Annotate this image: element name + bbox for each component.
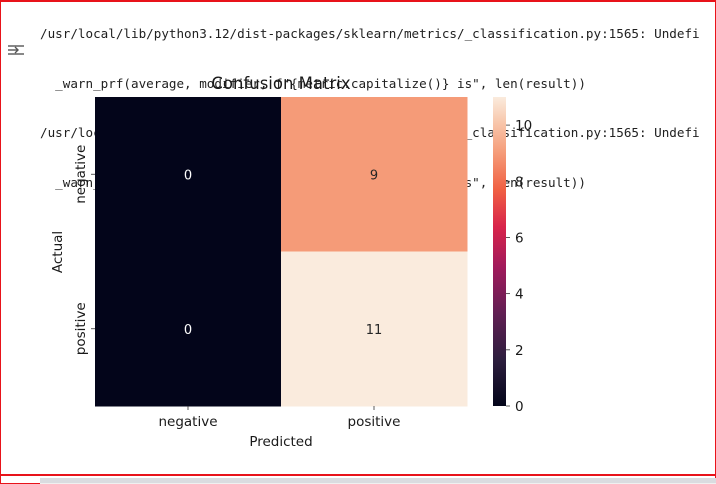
heatmap-cell <box>281 97 468 252</box>
y-axis-label: Actual <box>50 231 66 273</box>
x-tick-label: negative <box>158 414 217 430</box>
colorbar-tick-label: 6 <box>515 230 524 246</box>
colorbar-tick-label: 2 <box>515 343 524 359</box>
frame-top-line <box>0 0 716 2</box>
colorbar-tick-label: 8 <box>515 174 524 190</box>
chart-title: Confusion Matrix <box>211 74 351 93</box>
log-line: /usr/local/lib/python3.12/dist-packages/… <box>40 26 700 41</box>
cell-annotation: 0 <box>184 168 192 183</box>
heatmap-cell <box>281 251 468 407</box>
frame-bottom-line <box>0 474 716 476</box>
cell-annotation: 11 <box>366 323 383 338</box>
x-axis-label: Predicted <box>249 434 312 450</box>
x-tick-label: positive <box>348 414 401 430</box>
log-line: _warn_prf(average, modifier, f"{metric.c… <box>40 75 586 91</box>
heatmap-cell <box>95 97 282 252</box>
output-toggle-icon[interactable] <box>6 40 26 60</box>
cell-annotation: 0 <box>184 323 192 338</box>
horizontal-scrollbar-thumb[interactable] <box>40 478 716 483</box>
y-tick-label: negative <box>73 145 89 204</box>
colorbar-tick-label: 4 <box>515 287 524 303</box>
colorbar <box>493 97 506 406</box>
cell-annotation: 9 <box>370 168 378 183</box>
heatmap-cell <box>95 251 282 407</box>
y-tick-label: positive <box>73 302 89 355</box>
colorbar-tick-label: 10 <box>515 118 532 134</box>
colorbar-tick-label: 0 <box>515 399 524 415</box>
